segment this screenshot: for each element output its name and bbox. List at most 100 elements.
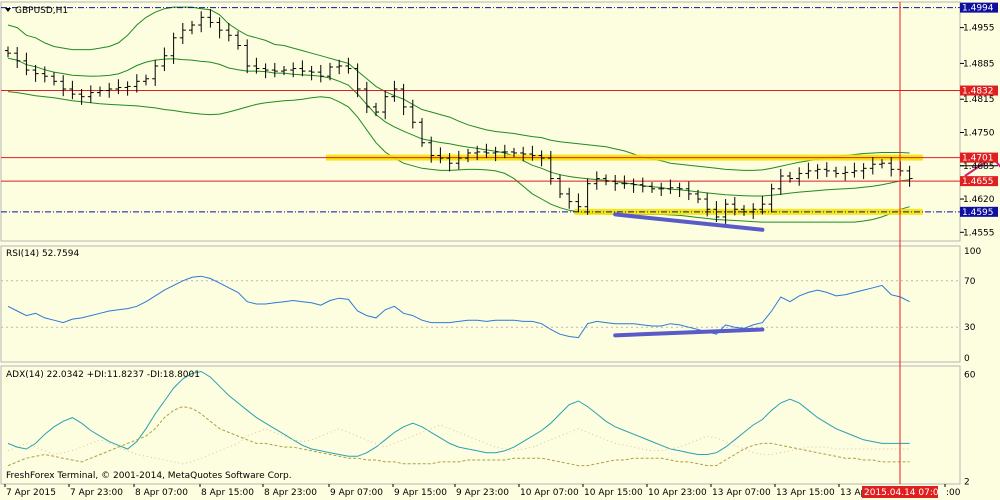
ohlc-bar bbox=[14, 47, 21, 69]
ohlc-bar bbox=[382, 90, 389, 120]
price-axis-label: 1.4685 bbox=[963, 162, 995, 172]
ohlc-bar bbox=[133, 74, 140, 93]
bollinger-lower-band bbox=[7, 91, 910, 223]
ohlc-bar bbox=[69, 80, 76, 100]
ohlc-bar bbox=[888, 157, 895, 177]
ohlc-bar bbox=[869, 157, 876, 175]
ohlc-bar bbox=[483, 143, 490, 159]
ohlc-bar bbox=[207, 9, 214, 28]
ohlc-bar bbox=[97, 86, 103, 97]
ohlc-bar bbox=[704, 192, 711, 217]
time-axis-label: 10 Apr 07:00 bbox=[520, 488, 579, 498]
price-axis-label: 1.4620 bbox=[963, 195, 995, 205]
ohlc-bar bbox=[281, 65, 287, 76]
ohlc-bar bbox=[299, 60, 306, 77]
ohlc-bar bbox=[428, 136, 435, 163]
ohlc-bar bbox=[676, 182, 683, 197]
rsi-axis-label: 30 bbox=[964, 323, 976, 333]
rsi-axis-label: 0 bbox=[964, 354, 970, 364]
time-axis-label: 8 Apr 15:00 bbox=[201, 488, 254, 498]
ohlc-bar bbox=[262, 63, 269, 79]
ohlc-bar bbox=[225, 22, 232, 42]
plus-di-line bbox=[7, 406, 910, 467]
ohlc-bar bbox=[768, 183, 775, 213]
ohlc-bar bbox=[501, 144, 508, 159]
ohlc-bar bbox=[584, 178, 591, 215]
ohlc-bar bbox=[529, 145, 536, 161]
rsi-pane-border bbox=[0, 245, 961, 363]
ohlc-bar bbox=[860, 163, 867, 180]
ohlc-bar bbox=[244, 39, 251, 74]
price-tag bbox=[960, 206, 998, 217]
dropdown-triangle-icon[interactable] bbox=[5, 8, 11, 12]
adx-pane[interactable]: 60 2 bbox=[0, 365, 976, 487]
time-axis-label: 10 Apr 15:00 bbox=[584, 488, 643, 498]
ohlc-bar bbox=[455, 150, 462, 170]
projection-path bbox=[964, 156, 1000, 177]
time-cursor-tag bbox=[862, 486, 938, 498]
time-axis-label: 13 Ap bbox=[840, 488, 866, 498]
ohlc-bar bbox=[189, 20, 195, 35]
price-pane-border bbox=[0, 1, 961, 242]
ohlc-bar bbox=[796, 167, 803, 186]
price-tag bbox=[960, 152, 998, 163]
ohlc-bar bbox=[51, 72, 57, 86]
ohlc-bar bbox=[78, 89, 85, 105]
symbol-label: GBPUSD,H1 bbox=[15, 6, 68, 16]
bollinger-upper-band bbox=[7, 6, 910, 171]
ohlc-bar bbox=[639, 177, 646, 193]
ohlc-bar bbox=[805, 162, 812, 179]
ohlc-bar bbox=[143, 74, 149, 86]
time-axis-label: 9 Apr 23:00 bbox=[456, 488, 509, 498]
ohlc-bar bbox=[722, 199, 729, 226]
ohlc-bar bbox=[511, 147, 517, 158]
ohlc-bar bbox=[363, 81, 370, 114]
ohlc-bar bbox=[538, 150, 545, 167]
price-tag-label: 1.4994 bbox=[962, 4, 994, 14]
ohlc-bar bbox=[179, 22, 186, 44]
ohlc-bar bbox=[621, 175, 628, 189]
price-axis-label: 1.4885 bbox=[963, 59, 995, 69]
price-tag-label: 1.4655 bbox=[962, 177, 994, 187]
rsi-axis-label: 70 bbox=[964, 277, 976, 287]
labels-layer: GBPUSD,H1 RSI(14) 52.7594 ADX(14) 22.034… bbox=[5, 6, 292, 481]
ohlc-bar bbox=[685, 181, 692, 201]
time-axis-label: 13 Apr 15:00 bbox=[776, 488, 835, 498]
price-tag bbox=[960, 85, 998, 96]
ohlc-bar bbox=[731, 196, 738, 216]
rsi-line bbox=[7, 275, 910, 339]
ohlc-bar bbox=[336, 59, 343, 75]
ohlc-bar bbox=[32, 64, 39, 82]
ohlc-bar bbox=[492, 146, 499, 162]
time-cursor-label: 2015.04.14 07:00 bbox=[864, 488, 945, 498]
ohlc-bar bbox=[777, 168, 784, 195]
ohlc-bar bbox=[713, 201, 720, 223]
time-axis-label: 13 Apr 07:00 bbox=[712, 488, 771, 498]
price-tag-label: 1.4595 bbox=[962, 208, 994, 218]
ohlc-bar bbox=[879, 159, 885, 169]
ohlc-bar bbox=[437, 147, 444, 164]
ohlc-bar bbox=[658, 182, 665, 196]
ohlc-bar bbox=[649, 182, 655, 193]
ohlc-bar bbox=[400, 83, 407, 116]
adx-pane-border bbox=[0, 365, 961, 485]
rsi-divergence-line bbox=[613, 327, 765, 338]
price-pane[interactable]: 1.4994 1.4955 1.4885 1.4815 1.4750 1.4685 1.46… bbox=[0, 1, 1000, 242]
adx-label: ADX(14) 22.0342 +DI:11.8237 -DI:18.8001 bbox=[6, 370, 200, 380]
ohlc-bar bbox=[253, 57, 260, 74]
ohlc-bar bbox=[741, 205, 747, 216]
ohlc-bar bbox=[750, 203, 757, 219]
rsi-pane[interactable]: 100 70 30 0 bbox=[0, 245, 981, 364]
ohlc-bar bbox=[446, 152, 453, 172]
ohlc-bar bbox=[557, 174, 563, 199]
ohlc-bar bbox=[170, 32, 177, 64]
ohlc-bar bbox=[842, 166, 849, 181]
ohlc-bar bbox=[520, 146, 527, 162]
adx-axis-label: 2 bbox=[964, 477, 970, 487]
time-axis-label: 9 Apr 07:00 bbox=[330, 488, 383, 498]
adx-axis-label: 60 bbox=[964, 370, 976, 380]
price-axis-label: 1.4750 bbox=[963, 129, 995, 139]
ohlc-bar bbox=[391, 80, 398, 102]
